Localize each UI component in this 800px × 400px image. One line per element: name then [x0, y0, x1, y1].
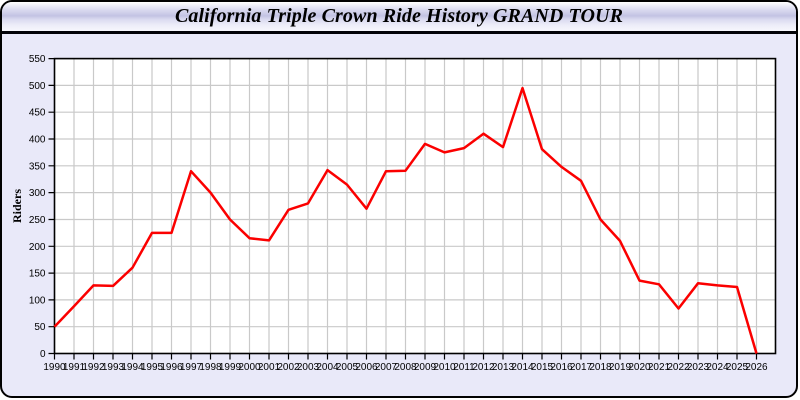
- svg-text:2022: 2022: [667, 362, 690, 373]
- svg-text:2017: 2017: [570, 362, 593, 373]
- svg-text:2019: 2019: [609, 362, 632, 373]
- svg-text:1993: 1993: [102, 362, 125, 373]
- svg-text:1991: 1991: [63, 362, 86, 373]
- svg-text:400: 400: [29, 135, 46, 146]
- svg-text:2024: 2024: [706, 362, 729, 373]
- svg-text:2015: 2015: [531, 362, 554, 373]
- svg-text:1992: 1992: [82, 362, 105, 373]
- svg-text:2016: 2016: [550, 362, 573, 373]
- svg-text:2021: 2021: [648, 362, 671, 373]
- svg-text:2012: 2012: [472, 362, 495, 373]
- svg-text:1994: 1994: [121, 362, 144, 373]
- svg-text:2008: 2008: [394, 362, 417, 373]
- svg-text:250: 250: [29, 215, 46, 226]
- svg-text:Riders: Riders: [10, 189, 24, 223]
- svg-text:2010: 2010: [433, 362, 456, 373]
- svg-text:2018: 2018: [589, 362, 612, 373]
- svg-text:2007: 2007: [375, 362, 398, 373]
- svg-text:2014: 2014: [511, 362, 534, 373]
- svg-text:2020: 2020: [628, 362, 651, 373]
- svg-text:450: 450: [29, 108, 46, 119]
- svg-text:2011: 2011: [453, 362, 475, 373]
- svg-text:2006: 2006: [355, 362, 378, 373]
- svg-text:2025: 2025: [726, 362, 749, 373]
- svg-text:2023: 2023: [687, 362, 710, 373]
- svg-text:1998: 1998: [199, 362, 222, 373]
- svg-text:1997: 1997: [180, 362, 203, 373]
- svg-text:2009: 2009: [414, 362, 437, 373]
- svg-text:2001: 2001: [258, 362, 281, 373]
- svg-text:1996: 1996: [160, 362, 183, 373]
- svg-text:2004: 2004: [316, 362, 339, 373]
- svg-text:1999: 1999: [219, 362, 242, 373]
- svg-text:100: 100: [29, 295, 46, 306]
- svg-text:550: 550: [29, 54, 46, 65]
- svg-text:2005: 2005: [336, 362, 359, 373]
- svg-text:1995: 1995: [141, 362, 164, 373]
- svg-text:200: 200: [29, 242, 46, 253]
- svg-text:50: 50: [34, 322, 46, 333]
- svg-text:2002: 2002: [277, 362, 300, 373]
- svg-text:1990: 1990: [43, 362, 66, 373]
- svg-text:150: 150: [29, 269, 46, 280]
- svg-text:500: 500: [29, 81, 46, 92]
- svg-text:2026: 2026: [745, 362, 768, 373]
- svg-text:2000: 2000: [238, 362, 261, 373]
- svg-text:350: 350: [29, 161, 46, 172]
- svg-text:2013: 2013: [492, 362, 515, 373]
- svg-text:2003: 2003: [297, 362, 320, 373]
- svg-text:0: 0: [40, 349, 46, 360]
- svg-text:300: 300: [29, 188, 46, 199]
